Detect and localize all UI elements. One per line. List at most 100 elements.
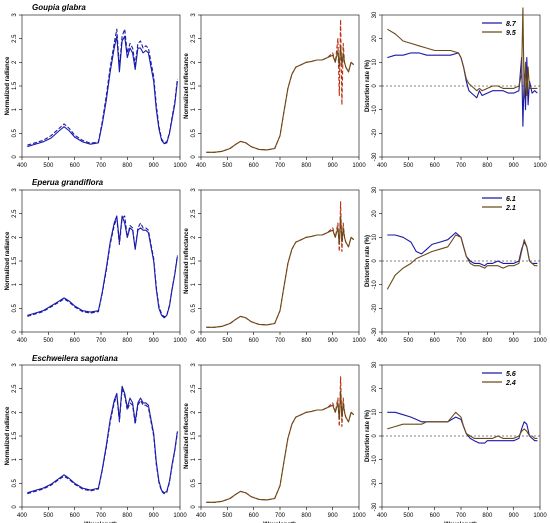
x-tick-label: 1000 xyxy=(533,163,547,169)
series-line xyxy=(27,35,178,148)
x-tick-label: 700 xyxy=(96,163,107,169)
y-tick-label: 0.5 xyxy=(12,304,18,313)
y-tick-label: -10 xyxy=(372,105,378,114)
plot-frame xyxy=(21,14,181,158)
y-tick-label: 0.5 xyxy=(191,304,197,313)
x-tick-label: 900 xyxy=(509,163,520,169)
legend-label: 2.4 xyxy=(505,380,516,387)
y-tick-label: 2 xyxy=(191,410,197,414)
y-tick-label: 10 xyxy=(372,58,378,65)
x-tick-label: 700 xyxy=(275,513,286,519)
series-line xyxy=(27,388,178,495)
y-axis-label: Distortion rate (%) xyxy=(365,410,371,462)
panel: 0 0.5 1 1.5 2 2.5 3 400 500 600 700 800 900 1000 Norma… xyxy=(5,188,187,344)
x-tick-label: 500 xyxy=(222,163,233,169)
y-tick-label: 1 xyxy=(12,107,18,111)
y-tick-label: 0 xyxy=(191,505,197,509)
y-tick-label: 1.5 xyxy=(191,256,197,265)
x-tick-label: 500 xyxy=(222,338,233,344)
series-line xyxy=(387,411,538,439)
panel: -30 -20 -10 0 10 20 30 400 500 600 700 800 900 1000 Di… xyxy=(365,7,547,169)
legend-label: 8.7 xyxy=(506,21,517,28)
plot-frame xyxy=(381,364,541,508)
x-tick-label: 400 xyxy=(17,338,28,344)
x-tick-label: 1000 xyxy=(173,513,187,519)
y-tick-label: 2.5 xyxy=(191,384,197,393)
y-tick-label: 3 xyxy=(12,13,18,17)
y-tick-label: 1 xyxy=(191,457,197,461)
x-tick-label: 1000 xyxy=(533,513,547,519)
x-tick-label: 600 xyxy=(430,513,441,519)
y-tick-label: -10 xyxy=(372,280,378,289)
x-tick-label: 400 xyxy=(377,163,388,169)
y-tick-label: -20 xyxy=(372,303,378,312)
series-line xyxy=(206,45,355,153)
x-tick-label: 1000 xyxy=(352,513,366,519)
x-tick-label: 800 xyxy=(122,338,133,344)
y-tick-label: 0.5 xyxy=(191,479,197,488)
x-tick-label: 600 xyxy=(430,163,441,169)
y-axis-label: Normalized reflectance xyxy=(184,227,190,293)
y-axis-label: Normalized radiance xyxy=(5,406,11,465)
series-line xyxy=(387,52,538,127)
y-tick-label: 10 xyxy=(372,233,378,240)
plot-frame xyxy=(381,14,541,158)
x-tick-label: 400 xyxy=(196,513,207,519)
panel: 0 0.5 1 1.5 2 2.5 3 400 500 600 700 800 900 1000 Norma… xyxy=(5,363,187,523)
y-tick-label: 2.5 xyxy=(12,34,18,43)
series-line xyxy=(27,215,178,319)
y-tick-label: 3 xyxy=(12,188,18,192)
x-tick-label: 900 xyxy=(149,513,160,519)
y-tick-label: 2 xyxy=(12,410,18,414)
panel: -30 -20 -10 0 10 20 30 400 500 600 700 800 900 1000 Di… xyxy=(365,361,547,523)
series-line xyxy=(206,390,355,503)
x-tick-label: 700 xyxy=(456,513,467,519)
y-tick-label: 1 xyxy=(191,282,197,286)
x-tick-label: 500 xyxy=(222,513,233,519)
series-line xyxy=(27,28,178,146)
panel: -30 -20 -10 0 10 20 30 400 500 600 700 800 900 1000 Di… xyxy=(365,186,547,344)
x-tick-label: 500 xyxy=(403,163,414,169)
x-tick-label: 500 xyxy=(403,513,414,519)
y-tick-label: -30 xyxy=(372,152,378,161)
x-tick-label: 800 xyxy=(482,513,493,519)
x-tick-label: 900 xyxy=(149,163,160,169)
y-tick-label: 0.5 xyxy=(12,129,18,138)
y-axis-label: Normalized radiance xyxy=(5,56,11,115)
panel: 0 0.5 1 1.5 2 2.5 3 400 500 600 700 800 900 1000 Norma… xyxy=(184,13,366,169)
x-tick-label: 800 xyxy=(482,338,493,344)
y-tick-label: 2.5 xyxy=(191,209,197,218)
x-tick-label: 600 xyxy=(70,338,81,344)
x-tick-label: 800 xyxy=(122,163,133,169)
x-tick-label: 800 xyxy=(301,163,312,169)
y-tick-label: 2 xyxy=(191,235,197,239)
x-tick-label: 800 xyxy=(482,163,493,169)
y-tick-label: 1 xyxy=(12,457,18,461)
x-tick-label: 500 xyxy=(43,338,54,344)
species-title: Eperua grandiflora xyxy=(32,178,104,187)
series-line xyxy=(27,215,178,318)
y-axis-label: Normalized reflectance xyxy=(184,402,190,468)
y-tick-label: 0 xyxy=(372,84,378,88)
y-tick-label: 2.5 xyxy=(12,384,18,393)
legend-label: 9.5 xyxy=(506,30,516,37)
y-tick-label: 1.5 xyxy=(12,431,18,440)
x-tick-label: 400 xyxy=(377,338,388,344)
y-tick-label: 0.5 xyxy=(12,479,18,488)
x-tick-label: 600 xyxy=(249,163,260,169)
x-tick-label: 700 xyxy=(275,338,286,344)
y-tick-label: -10 xyxy=(372,455,378,464)
x-tick-label: 500 xyxy=(43,513,54,519)
y-tick-label: 3 xyxy=(191,363,197,367)
y-tick-label: 2 xyxy=(12,235,18,239)
x-tick-label: 600 xyxy=(249,338,260,344)
x-tick-label: 400 xyxy=(17,163,28,169)
x-tick-label: 800 xyxy=(122,513,133,519)
plot-frame xyxy=(21,189,181,333)
y-tick-label: 10 xyxy=(372,408,378,415)
x-tick-label: 400 xyxy=(377,513,388,519)
x-tick-label: 800 xyxy=(301,338,312,344)
x-tick-label: 600 xyxy=(430,338,441,344)
x-tick-label: 900 xyxy=(328,163,339,169)
